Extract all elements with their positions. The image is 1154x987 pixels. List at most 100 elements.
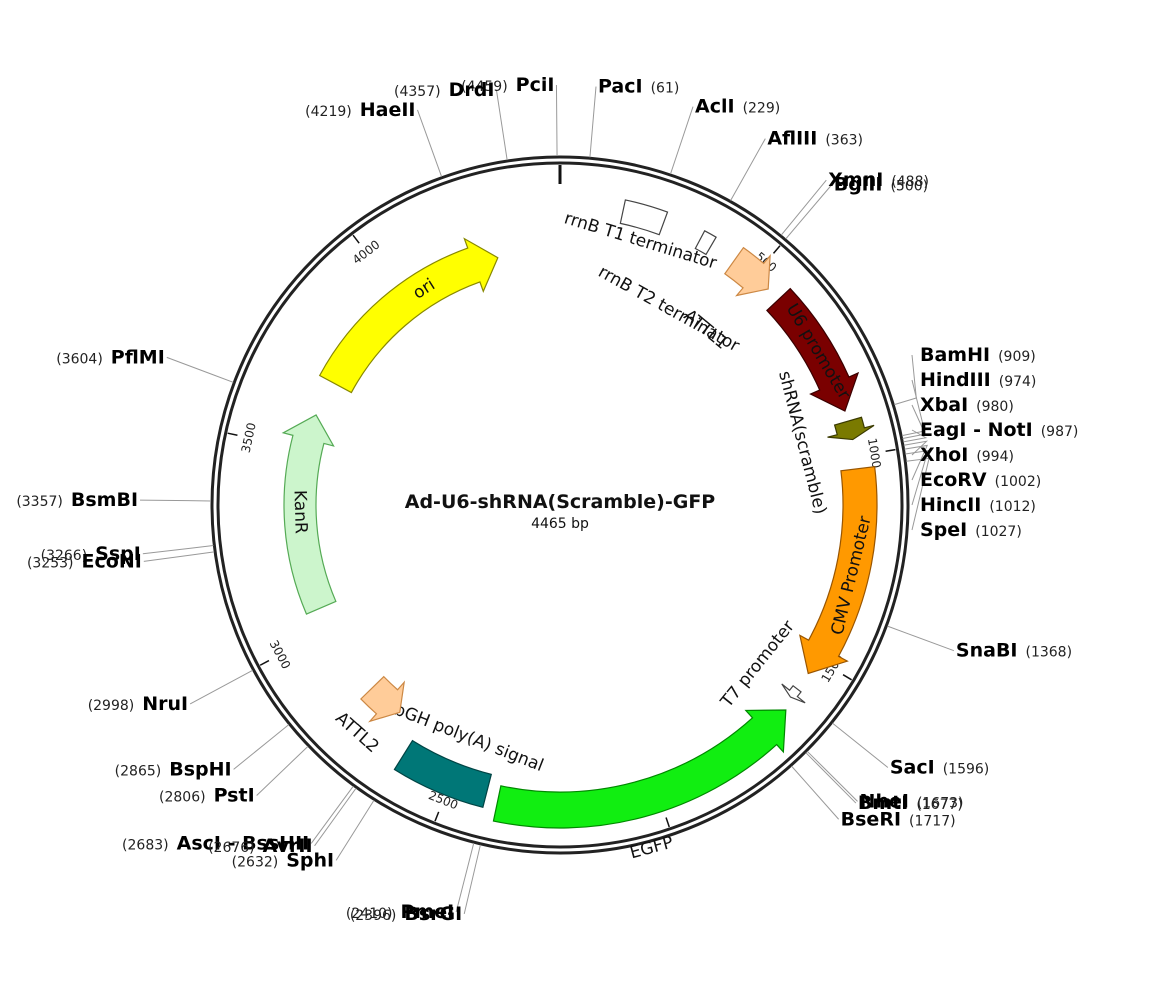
- enzyme-site-bseri[interactable]: BseRI (1717): [841, 808, 956, 830]
- plasmid-length: 4465 bp: [531, 516, 589, 532]
- enzyme-site-drdi[interactable]: (4357) DrdI: [394, 79, 494, 101]
- feature-label-kanr: KanR: [290, 490, 311, 535]
- enzyme-site-eagi-noti[interactable]: EagI - NotI (987): [920, 419, 1078, 441]
- feature-rrnbt2[interactable]: [694, 230, 717, 256]
- enzyme-position: (1677): [916, 797, 963, 813]
- enzyme-site-ecorv[interactable]: EcoRV (1002): [920, 469, 1041, 491]
- feature-attl2[interactable]: [359, 675, 406, 723]
- enzyme-labels: (4459) PciI PacI (61) (4357) DrdI AclI (229) (42…: [16, 74, 1078, 925]
- enzyme-site-hindiii[interactable]: HindIII (974): [920, 369, 1036, 391]
- enzyme-position: (1673): [917, 795, 964, 811]
- enzyme-site-xhoi[interactable]: XhoI (994): [920, 444, 1014, 466]
- enzyme-site-sphi[interactable]: (2632) SphI: [232, 849, 334, 871]
- enzyme-leader-hindiii: [901, 379, 926, 437]
- enzyme-site-xmni[interactable]: XmnI (488): [828, 169, 929, 191]
- enzyme-site-paci[interactable]: PacI (61): [598, 76, 679, 98]
- enzyme-leader-hincii: [905, 450, 929, 506]
- tick-label-4000: 4000: [350, 237, 383, 267]
- enzyme-site-spei[interactable]: SpeI (1027): [920, 519, 1022, 541]
- enzyme-site-bmti[interactable]: BmtI (1677): [858, 792, 963, 814]
- enzyme-site-bsrgi[interactable]: (2396) BsrGI: [350, 903, 462, 925]
- enzyme-site-afliii[interactable]: AflIII (363): [767, 128, 863, 150]
- feature-ori[interactable]: [318, 237, 499, 394]
- enzyme-leader-nhei: [806, 750, 858, 802]
- enzyme-position: (987): [1041, 424, 1079, 440]
- enzyme-name: XbaI: [920, 394, 968, 416]
- enzyme-leader-pmei: [455, 843, 475, 913]
- enzyme-site-haeii[interactable]: (4219) HaeII: [305, 99, 415, 121]
- enzyme-site-acli[interactable]: AclI (229): [695, 96, 780, 118]
- enzyme-name: AvrII: [263, 835, 313, 857]
- enzyme-position: (500): [890, 179, 928, 195]
- enzyme-leader-acli: [670, 106, 694, 175]
- enzyme-name: PciI: [516, 74, 555, 96]
- tick-label-3000: 3000: [267, 638, 294, 672]
- enzyme-name: SpeI: [920, 519, 967, 541]
- enzyme-site-bglii[interactable]: BglII (500): [834, 174, 928, 196]
- enzyme-site-sspi[interactable]: (3266) SspI: [41, 543, 141, 565]
- feature-label-t7: T7 promoter: [716, 617, 798, 713]
- enzyme-leader-xhoi: [903, 440, 929, 456]
- enzyme-leader-lines: [140, 85, 955, 915]
- feature-kanr[interactable]: [281, 414, 337, 615]
- enzyme-position: (4459): [461, 79, 508, 95]
- enzyme-position: (61): [651, 81, 680, 97]
- enzyme-name: EcoNI: [82, 550, 142, 572]
- enzyme-site-bsmbi[interactable]: (3357) BsmBI: [16, 489, 138, 511]
- enzyme-name: SnaBI: [956, 640, 1018, 662]
- feature-label-rrnbt2: rrnB T2 terminator: [595, 262, 743, 356]
- enzyme-leader-afliii: [730, 138, 766, 201]
- enzyme-site-saci[interactable]: SacI (1596): [890, 756, 989, 778]
- feature-attl1[interactable]: [723, 246, 771, 297]
- enzyme-leader-bglii: [785, 184, 833, 240]
- enzyme-site-econi[interactable]: (3253) EcoNI: [27, 550, 142, 572]
- enzyme-position: (2410): [346, 906, 393, 922]
- enzyme-site-pflmi[interactable]: (3604) PflMI: [56, 346, 165, 368]
- feature-shrna[interactable]: [827, 416, 875, 441]
- backbone-outer-ring: [210, 155, 910, 855]
- enzyme-name: SspI: [95, 543, 141, 565]
- enzyme-site-pmei[interactable]: (2410) PmeI: [346, 901, 454, 923]
- feature-egfp[interactable]: [492, 709, 787, 829]
- enzyme-name: EagI - NotI: [920, 419, 1033, 441]
- enzyme-leader-drdi: [495, 89, 508, 161]
- enzyme-position: (2676): [208, 840, 255, 856]
- enzyme-site-xbai[interactable]: XbaI (980): [920, 394, 1014, 416]
- enzyme-name: AscI - BssHII: [177, 832, 310, 854]
- enzyme-name: BglII: [834, 174, 883, 196]
- feature-cmv[interactable]: [798, 465, 878, 675]
- enzyme-position: (229): [743, 101, 781, 117]
- enzyme-site-pcii[interactable]: (4459) PciI: [461, 74, 554, 96]
- enzyme-site-nhei[interactable]: NheI (1673): [860, 790, 964, 812]
- enzyme-site-psti[interactable]: (2806) PstI: [159, 784, 255, 806]
- feature-bgh[interactable]: [393, 739, 493, 809]
- enzyme-name: PflMI: [111, 346, 165, 368]
- enzyme-position: (1002): [995, 474, 1042, 490]
- enzyme-leader-snabi: [887, 625, 955, 652]
- enzyme-site-avrii[interactable]: (2676) AvrII: [208, 835, 312, 857]
- enzyme-name: NruI: [142, 693, 188, 715]
- enzyme-site-snabi[interactable]: SnaBI (1368): [956, 640, 1072, 662]
- tick-mark-1500: [842, 674, 853, 681]
- enzyme-leader-nrui: [189, 669, 253, 705]
- enzyme-leader-pcii: [555, 85, 558, 157]
- feature-u6[interactable]: [766, 287, 860, 412]
- enzyme-site-hincii[interactable]: HincII (1012): [920, 494, 1036, 516]
- tick-mark-2500: [434, 811, 440, 822]
- enzyme-position: (2998): [88, 698, 135, 714]
- enzyme-position: (488): [891, 174, 929, 190]
- tick-mark-2000: [665, 817, 670, 828]
- enzyme-position: (1012): [989, 499, 1036, 515]
- enzyme-leader-spei: [906, 457, 930, 531]
- enzyme-site-asci-bsshii[interactable]: (2683) AscI - BssHII: [122, 832, 309, 854]
- enzyme-name: SacI: [890, 756, 935, 778]
- enzyme-leader-saci: [832, 722, 889, 768]
- enzyme-site-bsphi[interactable]: (2865) BspHI: [115, 758, 232, 780]
- enzyme-site-nrui[interactable]: (2998) NruI: [88, 693, 188, 715]
- enzyme-site-bamhi[interactable]: BamHI (909): [920, 344, 1036, 366]
- feature-rrnbt1[interactable]: [619, 199, 669, 236]
- feature-t7[interactable]: [781, 683, 806, 704]
- tick-mark-3500: [227, 432, 238, 437]
- enzyme-name: AflIII: [767, 128, 817, 150]
